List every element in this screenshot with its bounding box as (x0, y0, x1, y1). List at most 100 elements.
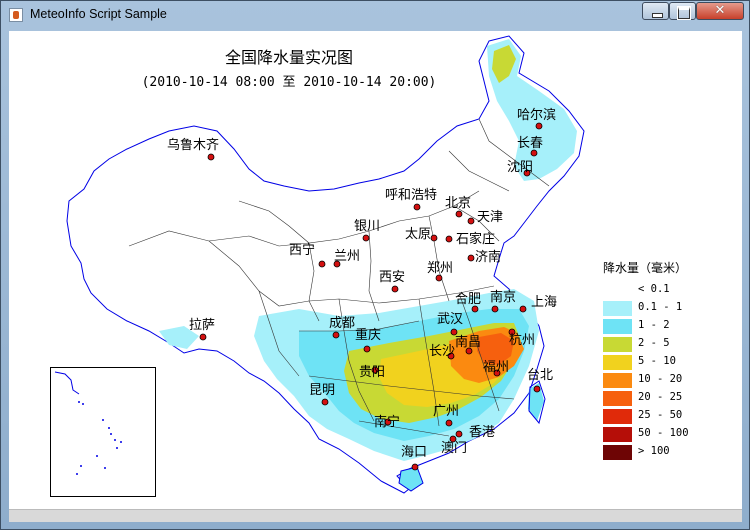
legend-label: > 100 (638, 445, 670, 457)
minimize-button[interactable] (642, 2, 669, 20)
city-label: 济南 (475, 249, 501, 265)
city-label: 武汉 (437, 312, 463, 327)
province-borders (128, 118, 550, 437)
city-label: 拉萨 (189, 318, 215, 333)
legend-label: 50 - 100 (638, 427, 689, 439)
legend-swatch (603, 373, 632, 388)
legend-item: 0.1 - 1 (601, 300, 741, 318)
city-label: 上海 (531, 295, 557, 310)
maximize-icon (677, 6, 691, 20)
title-bar[interactable]: MeteoInfo Script Sample ✕ (1, 1, 749, 30)
map-title: 全国降水量实况图 (224, 48, 353, 67)
taiwan-outline (528, 380, 546, 425)
legend-swatch (603, 337, 632, 352)
legend-title: 降水量（毫米） (603, 261, 688, 275)
city-label: 贵阳 (359, 365, 385, 380)
city-label: 昆明 (309, 383, 335, 398)
legend-swatch (603, 445, 632, 460)
legend-swatch (603, 283, 632, 298)
city-marker (533, 385, 541, 393)
legend-label: 20 - 25 (638, 391, 683, 403)
legend-item: > 100 (601, 444, 741, 462)
city-marker (465, 347, 473, 355)
map-canvas[interactable]: 哈尔滨 长春 沈阳 乌鲁木齐 呼和浩特 北京 天津 银川 太原 石家庄 西宁 兰州 济南 郑州 西安 合肥 南京… (9, 31, 742, 509)
city-marker (391, 285, 399, 293)
city-marker (207, 153, 215, 161)
city-label: 北京 (445, 196, 471, 211)
city-marker (467, 254, 475, 262)
legend-label: 5 - 10 (638, 355, 676, 367)
city-label: 西安 (379, 270, 405, 285)
city-label: 台北 (527, 368, 553, 383)
minimize-icon (652, 13, 663, 18)
legend-item: 50 - 100 (601, 426, 741, 444)
rain-northeast-mid (492, 45, 516, 83)
legend: 降水量（毫米） < 0.1 0.1 - 1 1 - 2 2 - 5 5 - 10 10 -… (601, 259, 741, 462)
city-label: 郑州 (427, 261, 453, 276)
close-icon: ✕ (714, 3, 726, 18)
city-label: 天津 (477, 210, 503, 225)
maximize-button[interactable] (669, 2, 696, 20)
city-marker (455, 430, 463, 438)
legend-swatch (603, 319, 632, 334)
city-marker (450, 328, 458, 336)
city-label: 西宁 (289, 242, 315, 258)
city-marker (318, 260, 326, 268)
city-label: 海口 (401, 445, 427, 460)
city-marker (519, 305, 527, 313)
city-label: 哈尔滨 (517, 107, 556, 123)
city-label: 广州 (433, 404, 459, 419)
city-marker (430, 234, 438, 242)
city-label: 南昌 (455, 334, 481, 350)
legend-label: 1 - 2 (638, 319, 670, 331)
status-bar (9, 509, 742, 522)
city-marker (332, 331, 340, 339)
city-label: 福州 (483, 360, 509, 375)
legend-item: 1 - 2 (601, 318, 741, 336)
city-label: 石家庄 (456, 231, 495, 247)
window-title: MeteoInfo Script Sample (30, 7, 167, 21)
city-marker (413, 203, 421, 211)
city-label: 乌鲁木齐 (167, 137, 219, 153)
city-label: 澳门 (441, 440, 467, 456)
city-marker (508, 328, 516, 336)
legend-label: 0.1 - 1 (638, 301, 683, 313)
rain-hainan (399, 467, 423, 491)
legend-item: 10 - 20 (601, 372, 741, 390)
city-marker (523, 169, 531, 177)
legend-label: 25 - 50 (638, 409, 683, 421)
city-label: 银川 (354, 219, 380, 234)
city-marker (371, 366, 379, 374)
city-marker (447, 352, 455, 360)
city-marker (455, 210, 463, 218)
city-marker (435, 274, 443, 282)
legend-swatch (603, 301, 632, 316)
inset-map (54, 371, 122, 475)
legend-label: 2 - 5 (638, 337, 670, 349)
rain-taiwan (528, 383, 544, 421)
city-marker (445, 235, 453, 243)
java-app-icon (9, 8, 23, 22)
legend-items: < 0.1 0.1 - 1 1 - 2 2 - 5 5 - 10 10 - 20 20 - … (601, 282, 741, 462)
city-label: 合肥 (455, 292, 481, 307)
legend-item: < 0.1 (601, 282, 741, 300)
legend-item: 2 - 5 (601, 336, 741, 354)
city-marker (321, 398, 329, 406)
city-label: 太原 (405, 227, 431, 242)
close-button[interactable]: ✕ (696, 2, 744, 20)
city-marker (471, 305, 479, 313)
city-label: 南京 (490, 289, 516, 305)
legend-label: 10 - 20 (638, 373, 683, 385)
legend-swatch (603, 391, 632, 406)
city-label: 长春 (517, 136, 543, 151)
city-label: 沈阳 (507, 160, 533, 175)
city-marker (449, 435, 457, 443)
city-marker (467, 217, 475, 225)
city-label: 呼和浩特 (385, 188, 437, 203)
city-marker (493, 369, 501, 377)
legend-label: < 0.1 (638, 283, 670, 295)
city-label: 南宁 (374, 414, 400, 430)
